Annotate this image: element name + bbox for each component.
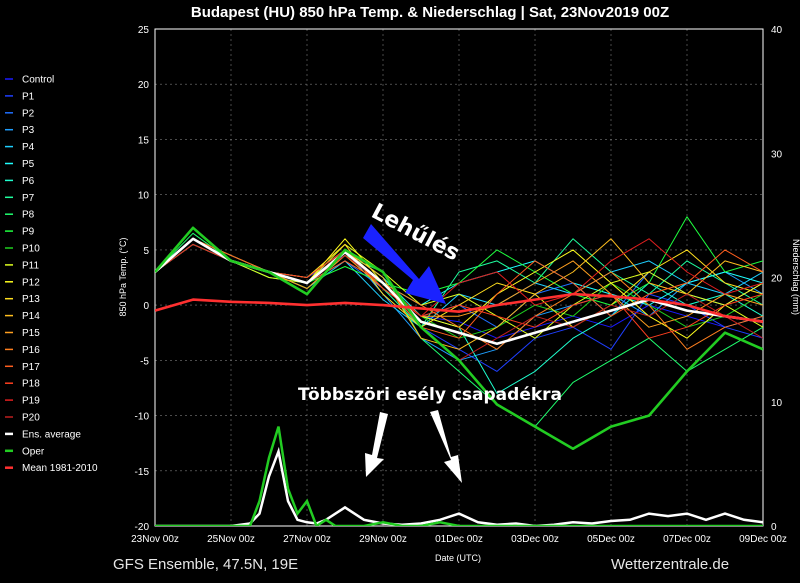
y-axis-right-label: Niederschlag (mm) <box>791 239 800 315</box>
legend-label: Control <box>22 75 54 86</box>
plot-frame <box>154 28 764 527</box>
series-line-p10 <box>155 238 763 339</box>
x-tick: 07Dec 00z <box>663 534 711 545</box>
x-tick: 05Dec 00z <box>587 534 635 545</box>
legend-label: P20 <box>22 413 40 424</box>
legend-label: P11 <box>22 260 39 271</box>
series-line-p17 <box>155 238 763 339</box>
y-tick-left: 0 <box>143 301 149 312</box>
legend-label: P19 <box>22 396 40 407</box>
y-tick-left: 15 <box>138 135 150 146</box>
y-tick-left: 20 <box>138 80 150 91</box>
legend-label: P1 <box>22 91 35 102</box>
y-tick-left: -15 <box>135 467 150 478</box>
annotation-text-precip: Többszöri esély csapadékra <box>298 385 562 405</box>
legend-label: P14 <box>22 311 40 322</box>
legend-label: P2 <box>22 108 35 119</box>
x-tick: 03Dec 00z <box>511 534 559 545</box>
y-tick-right: 0 <box>771 522 777 533</box>
legend: Control P1 P2 P3 P4 P5 P6 P7 P8 P9 P10 P11 P12 P13 P14… <box>5 75 98 474</box>
x-tick: 29Nov 00z <box>359 534 407 545</box>
y-tick-right: 30 <box>771 149 783 160</box>
annotation-precip: Többszöri esély csapadékra <box>298 385 562 483</box>
legend-label: P17 <box>22 362 40 373</box>
x-tick: 23Nov 00z <box>131 534 179 545</box>
x-tick: 09Dec 00z <box>739 534 787 545</box>
footer-source: Wetterzentrale.de <box>611 556 729 573</box>
annotation-text-cooling: Lehűlés <box>367 199 463 266</box>
x-axis: 23Nov 00z 25Nov 00z 27Nov 00z 29Nov 00z 01De… <box>131 534 787 545</box>
legend-label: P6 <box>22 176 35 187</box>
y-tick-right: 40 <box>771 25 783 36</box>
legend-label: Mean 1981-2010 <box>22 463 98 474</box>
legend-label: P12 <box>22 277 40 288</box>
x-tick: 01Dec 00z <box>435 534 483 545</box>
x-tick: 25Nov 00z <box>207 534 255 545</box>
y-axis-left: 25 20 15 10 5 0 -5 -10 -15 -20 <box>135 25 150 533</box>
legend-label: Oper <box>22 446 45 457</box>
legend-label: P15 <box>22 328 40 339</box>
legend-label: P8 <box>22 210 35 221</box>
legend-label: Ens. average <box>22 429 81 440</box>
legend-label: P4 <box>22 142 35 153</box>
y-tick-left: -10 <box>135 412 150 423</box>
annotation-arrow-blue <box>363 224 446 304</box>
legend-label: P18 <box>22 379 40 390</box>
y-tick-left: 5 <box>143 246 149 257</box>
legend-label: P10 <box>22 244 40 255</box>
chart-title: Budapest (HU) 850 hPa Temp. & Niederschl… <box>191 4 669 21</box>
y-tick-right: 10 <box>771 398 783 409</box>
footer-model: GFS Ensemble, 47.5N, 19E <box>113 556 298 573</box>
series-line-oper <box>155 226 763 451</box>
grid-lines <box>154 28 764 527</box>
y-axis-right: 40 30 20 10 0 <box>771 25 783 533</box>
legend-label: P7 <box>22 193 35 204</box>
y-tick-left: -5 <box>140 356 149 367</box>
legend-label: P9 <box>22 227 35 238</box>
series-line-mean-1981-2010 <box>155 292 763 323</box>
series-line-control <box>155 238 763 339</box>
y-axis-left-label: 850 hPa Temp. (°C) <box>118 238 128 317</box>
temperature-layer <box>155 216 763 451</box>
legend-label: P13 <box>22 294 40 305</box>
precip-line-ens-average <box>155 446 763 526</box>
series-line-p18 <box>155 238 763 339</box>
legend-label: P5 <box>22 159 35 170</box>
series-line-p11 <box>155 238 763 339</box>
x-tick: 27Nov 00z <box>283 534 331 545</box>
legend-label: P3 <box>22 125 35 136</box>
series-line-p12 <box>155 238 763 339</box>
precipitation-layer <box>155 426 763 526</box>
annotation-arrow-left <box>365 412 388 477</box>
legend-label: P16 <box>22 345 40 356</box>
annotation-arrow-right <box>430 410 462 483</box>
y-tick-left: 10 <box>138 191 150 202</box>
x-axis-label: Date (UTC) <box>435 553 481 563</box>
y-tick-left: -20 <box>135 522 150 533</box>
precip-line-oper <box>155 426 763 526</box>
y-tick-left: 25 <box>138 25 150 36</box>
y-tick-right: 20 <box>771 274 783 285</box>
